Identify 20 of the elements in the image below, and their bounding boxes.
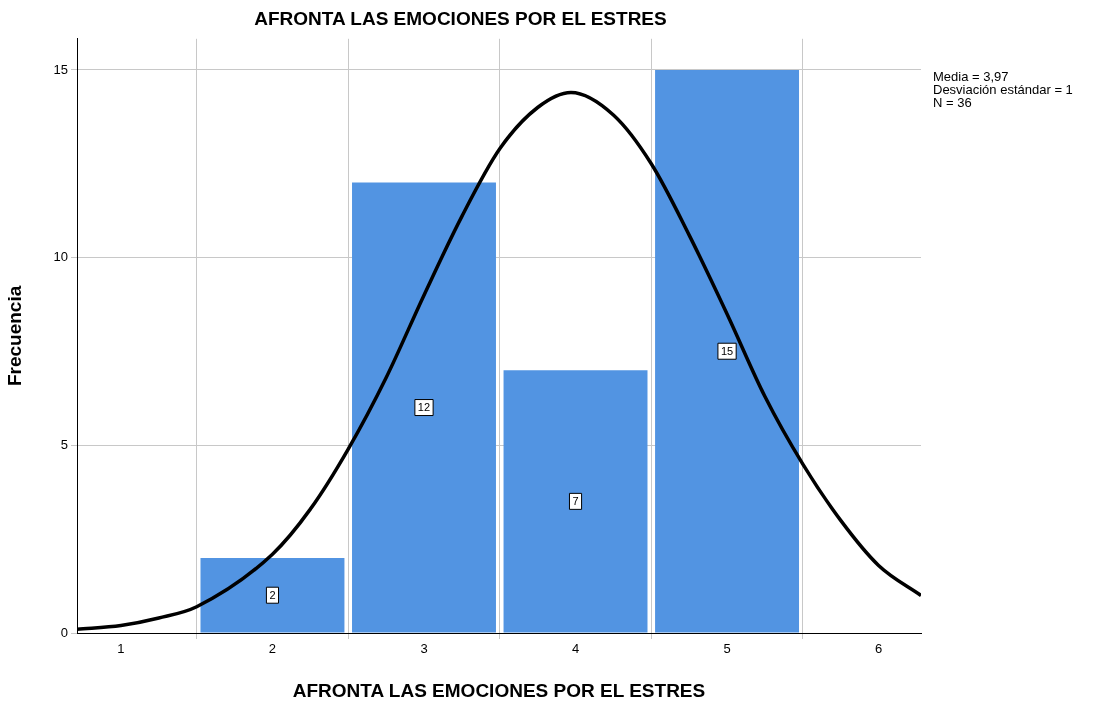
x-axis-title: AFRONTA LAS EMOCIONES POR EL ESTRES <box>292 679 706 701</box>
data-label: 2 <box>269 588 276 601</box>
x-tick-label: 1 <box>117 641 125 657</box>
x-tick-label: 2 <box>268 641 277 657</box>
data-label: 15 <box>720 344 734 357</box>
data-label: 7 <box>572 494 579 507</box>
chart-title: AFRONTA LAS EMOCIONES POR EL ESTRES <box>254 7 667 29</box>
y-tick-label: 15 <box>53 61 68 77</box>
y-tick-label: 10 <box>53 249 68 265</box>
x-tick-label: 4 <box>571 641 580 657</box>
y-axis-title: Frecuencia <box>3 285 25 387</box>
x-tick-label: 5 <box>723 641 731 657</box>
text: N = 36 <box>933 94 972 110</box>
text: Desviación estándar = 1 <box>933 81 1073 97</box>
data-label: 12 <box>417 401 431 414</box>
x-tick-label: 6 <box>874 641 883 657</box>
x-tick-label: 3 <box>420 641 428 657</box>
text: Media = 3,97 <box>933 68 1009 84</box>
y-tick-label: 0 <box>60 624 68 640</box>
y-tick-label: 5 <box>60 436 68 452</box>
